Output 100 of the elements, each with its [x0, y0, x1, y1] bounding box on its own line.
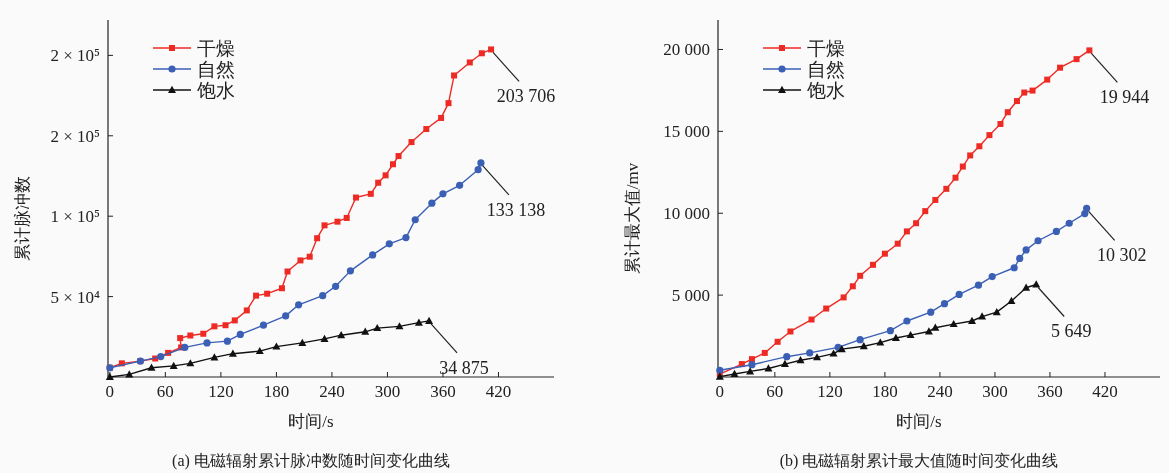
x-tick-label: 180: [872, 382, 898, 401]
point: [1007, 296, 1016, 305]
point: [949, 319, 958, 328]
point: [1073, 56, 1080, 63]
point: [974, 281, 983, 289]
point: [297, 257, 304, 264]
text: (a) 电磁辐射累计脉冲数随时间变化曲线: [172, 452, 450, 470]
point: [748, 361, 756, 369]
annotation: 10 302: [1096, 245, 1147, 266]
y-tick-label: 1 × 10⁵: [50, 207, 101, 227]
point: [1057, 64, 1064, 71]
point: [780, 359, 789, 368]
point: [395, 322, 404, 330]
point: [320, 334, 329, 342]
point: [177, 335, 184, 342]
point: [314, 235, 321, 242]
point: [319, 292, 327, 300]
legend-label: 饱水: [806, 80, 845, 101]
point: [959, 163, 966, 170]
point: [236, 330, 244, 338]
x-tick-label: 0: [105, 382, 115, 401]
annotation: 34 875: [439, 357, 489, 378]
point: [373, 323, 382, 332]
point: [1086, 47, 1093, 54]
x-tick-label: 420: [485, 382, 512, 401]
point: [337, 330, 346, 339]
point: [343, 214, 350, 221]
point: [1021, 89, 1028, 96]
point: [986, 132, 993, 139]
point: [932, 196, 939, 203]
y-tick-label: 20 000: [663, 40, 710, 60]
point: [466, 59, 473, 66]
point: [774, 338, 781, 345]
point: [1004, 109, 1011, 116]
point: [474, 166, 482, 174]
point: [978, 312, 987, 320]
point: [402, 233, 410, 242]
point: [332, 282, 340, 290]
x-tick-label: 120: [208, 382, 234, 401]
x-tick-label: 300: [982, 382, 1008, 401]
point: [1034, 237, 1042, 245]
x-tick-label: 360: [1037, 382, 1063, 401]
point: [940, 300, 949, 308]
point: [390, 161, 396, 168]
point: [369, 251, 377, 259]
point: [761, 349, 768, 356]
x-tick-label: 300: [374, 382, 401, 401]
point: [272, 342, 281, 350]
point: [243, 307, 250, 314]
point: [200, 330, 207, 337]
annotation: 19 944: [1099, 87, 1150, 108]
point: [1022, 246, 1030, 254]
point: [385, 240, 393, 248]
point: [439, 190, 447, 198]
point: [913, 220, 920, 227]
point: [382, 172, 389, 179]
point: [922, 208, 929, 215]
point: [361, 327, 370, 335]
point: [253, 292, 260, 299]
point: [187, 332, 194, 339]
point: [1029, 87, 1036, 94]
text: (b) 电磁辐射累计最大值随时间变化曲线: [779, 452, 1059, 470]
point: [1016, 254, 1024, 263]
point: [334, 218, 341, 225]
point: [451, 72, 458, 79]
point: [428, 199, 436, 207]
point: [1083, 204, 1091, 212]
x-axis-title: 时间/s: [288, 412, 334, 431]
x-tick-label: 240: [319, 382, 345, 401]
point: [375, 179, 382, 186]
point: [414, 318, 423, 326]
legend-label: 干燥: [197, 38, 235, 59]
point: [992, 307, 1001, 316]
point: [869, 261, 876, 268]
point: [891, 333, 900, 342]
point: [829, 349, 838, 357]
y-tick-label: 5 000: [671, 286, 710, 306]
annotation: 133 138: [486, 199, 546, 220]
point: [813, 353, 822, 361]
point: [181, 343, 189, 352]
point: [352, 194, 359, 201]
point: [438, 114, 445, 121]
point: [157, 352, 165, 361]
point: [298, 338, 307, 346]
point: [1022, 283, 1031, 291]
point: [808, 316, 815, 323]
point: [222, 322, 229, 329]
y-tick-label: 2 × 10⁵: [50, 46, 101, 66]
point: [423, 126, 430, 133]
point: [876, 338, 885, 346]
point: [716, 366, 724, 374]
point: [210, 353, 219, 361]
point: [997, 120, 1004, 127]
point: [967, 152, 974, 159]
point: [823, 305, 830, 312]
y-tick-label: 2 × 10⁵: [50, 126, 101, 146]
legend-label: 自然: [807, 59, 845, 80]
point: [859, 342, 868, 350]
point: [927, 308, 935, 316]
point: [903, 228, 910, 235]
